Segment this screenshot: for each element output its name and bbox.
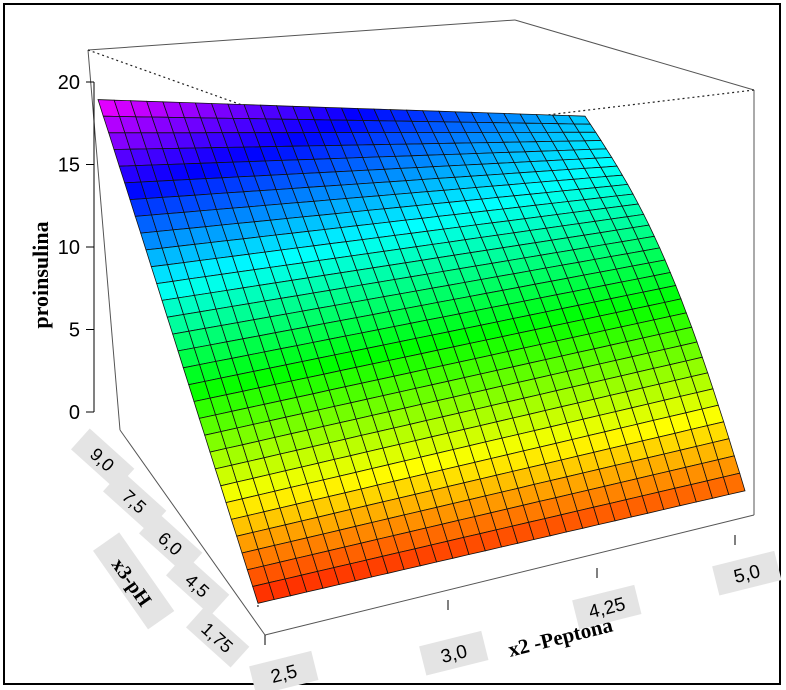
y-axis: 1,754,56,07,59,0	[71, 428, 250, 668]
x-tick-label-group: 3,0	[419, 630, 489, 676]
surface-mesh	[97, 99, 746, 604]
y-tick-label-group: 6,0	[139, 512, 203, 574]
x-tick-label-bg	[572, 584, 642, 630]
z-tick-label: 20	[58, 72, 80, 94]
x-tick-label-bg	[712, 550, 782, 596]
x-tick-label-group: 2,5	[249, 650, 319, 690]
z-tick-label: 15	[58, 155, 80, 177]
x-axis: 2,5 3,0 4,25 5,0	[249, 535, 782, 690]
y-tick-label-bg	[71, 428, 135, 490]
z-axis: 0 5 10 15 20	[58, 72, 95, 424]
surface-facet	[722, 472, 746, 495]
y-tick-label-bg	[139, 512, 203, 574]
z-axis-title: proinsulina	[28, 221, 53, 328]
x-tick-label-group: 4,25	[572, 584, 642, 630]
x-axis-title: x2 -Peptona	[506, 613, 616, 662]
x-tick-label-bg	[419, 630, 489, 676]
x-tick-label-group: 5,0	[712, 550, 782, 596]
y-tick-label-bg	[186, 606, 250, 668]
front-box	[119, 429, 755, 636]
x-tick-label-bg	[249, 650, 319, 690]
z-tick-label: 10	[58, 237, 80, 259]
y-tick-label-group: 1,75	[186, 606, 250, 668]
z-tick-label: 0	[69, 402, 80, 424]
back-box	[87, 19, 755, 515]
z-tick-label: 5	[69, 320, 80, 342]
